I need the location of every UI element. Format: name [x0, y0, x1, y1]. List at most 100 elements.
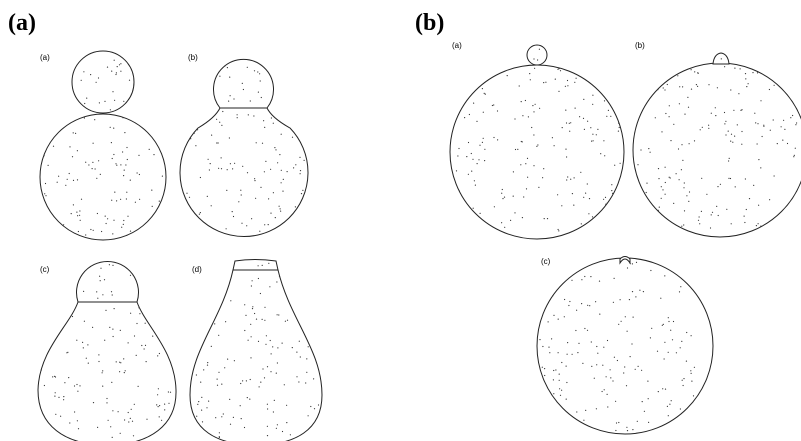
dot — [746, 209, 747, 210]
dot — [84, 103, 85, 104]
dot — [658, 168, 659, 169]
dot — [268, 263, 269, 264]
dot — [594, 378, 595, 379]
dot — [633, 317, 634, 318]
dot — [138, 307, 139, 308]
dot — [668, 321, 669, 322]
dot — [667, 84, 668, 85]
dot — [270, 371, 271, 372]
dot — [522, 217, 523, 218]
dot — [669, 105, 670, 106]
dot — [57, 182, 58, 183]
dot — [271, 353, 272, 354]
dot — [254, 178, 255, 179]
dot — [295, 206, 296, 207]
dot — [230, 163, 231, 164]
dot — [543, 82, 544, 83]
dot — [708, 128, 709, 129]
dot — [687, 97, 688, 98]
dot — [665, 194, 666, 195]
dot — [480, 213, 481, 214]
dot — [248, 340, 249, 341]
dot — [566, 366, 567, 367]
dot — [673, 321, 674, 322]
dot — [252, 280, 253, 281]
dot — [112, 410, 113, 411]
dot — [597, 129, 598, 130]
dot — [264, 377, 265, 378]
dot — [58, 176, 59, 177]
dot — [259, 231, 260, 232]
dot — [565, 110, 566, 111]
dot — [84, 117, 85, 118]
dot — [471, 171, 472, 172]
dot — [647, 381, 648, 382]
dot — [639, 290, 640, 291]
dot — [254, 180, 255, 181]
dot — [144, 348, 145, 349]
dot — [111, 382, 112, 383]
dot — [120, 362, 121, 363]
dot — [626, 385, 627, 386]
page: {"panels": [ {"label": "(a)", "items": [… — [0, 0, 801, 441]
dot — [493, 104, 494, 105]
dot — [468, 174, 469, 175]
dot — [502, 198, 503, 199]
dot — [691, 89, 692, 90]
dot — [252, 308, 253, 309]
dot — [112, 294, 113, 295]
dot — [636, 262, 637, 263]
dot — [526, 188, 527, 189]
dot — [539, 49, 540, 50]
dot — [123, 224, 124, 225]
dot — [615, 430, 616, 431]
dot — [681, 226, 682, 227]
dot — [730, 141, 731, 142]
dot — [745, 78, 746, 79]
dot — [591, 141, 592, 142]
dot — [299, 341, 300, 342]
dot — [229, 77, 230, 78]
dot — [758, 159, 759, 160]
dot — [108, 420, 109, 421]
dot — [572, 193, 573, 194]
dot — [105, 310, 106, 311]
dot — [106, 223, 107, 224]
dot — [753, 185, 754, 186]
dot — [93, 402, 94, 403]
dot — [690, 370, 691, 371]
dot — [298, 381, 299, 382]
dot — [560, 395, 561, 396]
dot — [607, 340, 608, 341]
dot — [300, 356, 301, 357]
dot — [553, 379, 554, 380]
dot — [229, 137, 230, 138]
dot — [219, 437, 220, 438]
dot — [510, 220, 511, 221]
dot — [567, 85, 568, 86]
dot — [130, 275, 131, 276]
dot — [270, 213, 271, 214]
dot — [279, 276, 280, 277]
dot — [113, 154, 114, 155]
dot — [75, 133, 76, 134]
dot — [110, 127, 111, 128]
dot — [635, 369, 636, 370]
dot — [612, 193, 613, 194]
dot — [273, 192, 274, 193]
dot — [71, 213, 72, 214]
dot — [282, 191, 283, 192]
dot — [572, 354, 573, 355]
dot — [483, 112, 484, 113]
dot — [638, 366, 639, 367]
dot — [504, 227, 505, 228]
dot — [114, 60, 115, 61]
dot — [627, 267, 628, 268]
dot — [146, 361, 147, 362]
dot — [610, 369, 611, 370]
dot — [612, 380, 613, 381]
dot — [242, 380, 243, 381]
dot — [679, 86, 680, 87]
dot — [458, 148, 459, 149]
dot — [667, 406, 668, 407]
